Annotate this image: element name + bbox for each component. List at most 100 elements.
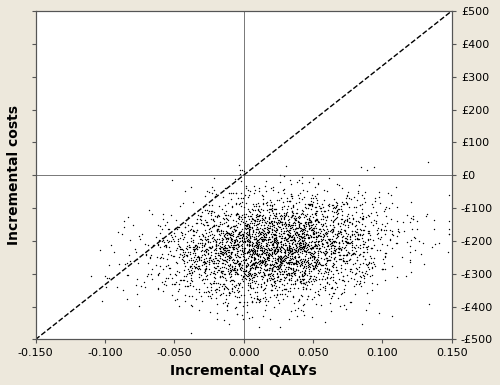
Point (234, 248, 242, 254)
Point (359, 213, 367, 219)
Point (232, 269, 239, 275)
Point (334, 246, 342, 252)
Point (330, 255, 338, 261)
Point (223, 256, 231, 263)
Point (234, 311, 241, 317)
Point (264, 267, 272, 273)
Point (266, 275, 274, 281)
Point (232, 228, 239, 234)
Point (268, 242, 276, 248)
Point (392, 184, 400, 190)
Point (276, 256, 284, 262)
Point (265, 214, 273, 220)
Point (290, 270, 298, 276)
Point (300, 247, 308, 253)
Point (329, 260, 337, 266)
Point (265, 253, 273, 259)
Point (302, 223, 310, 229)
Point (231, 242, 239, 248)
Point (282, 248, 290, 254)
Point (268, 205, 276, 211)
Point (329, 290, 337, 296)
Point (200, 259, 208, 265)
Point (309, 245, 317, 251)
Point (364, 264, 372, 270)
Point (210, 175, 218, 181)
Point (206, 310, 214, 316)
Point (279, 254, 287, 260)
Point (251, 217, 259, 223)
Point (239, 268, 247, 274)
Point (292, 232, 300, 238)
Point (244, 273, 252, 279)
Point (266, 223, 274, 229)
Point (232, 259, 240, 266)
Point (296, 220, 304, 226)
Point (445, 231, 453, 237)
Point (284, 277, 292, 283)
Point (242, 226, 250, 233)
Point (350, 249, 358, 256)
Point (260, 234, 268, 240)
Point (274, 256, 281, 262)
Point (268, 272, 276, 278)
Point (167, 212, 175, 218)
Point (247, 218, 255, 224)
Point (307, 233, 315, 239)
Point (312, 221, 320, 227)
Point (268, 266, 276, 272)
Point (246, 224, 254, 230)
Point (206, 245, 214, 251)
Point (213, 226, 221, 233)
Point (295, 215, 303, 221)
Point (204, 239, 212, 245)
Point (233, 241, 241, 247)
Point (342, 272, 350, 278)
Point (336, 223, 344, 229)
Point (259, 226, 267, 233)
Point (186, 227, 194, 233)
Point (278, 268, 285, 274)
Point (408, 226, 416, 232)
Point (270, 257, 278, 263)
Point (374, 235, 382, 241)
Point (248, 241, 256, 247)
Point (218, 239, 226, 245)
Point (312, 301, 320, 307)
Point (184, 228, 192, 234)
Point (242, 184, 250, 191)
Point (271, 214, 279, 221)
Point (238, 195, 246, 201)
Point (195, 233, 203, 239)
Point (290, 256, 298, 262)
Point (215, 228, 223, 234)
Point (344, 218, 351, 224)
Point (330, 204, 338, 210)
Point (233, 241, 241, 247)
Point (270, 278, 278, 284)
Point (266, 239, 274, 245)
Point (310, 256, 318, 262)
Point (316, 226, 324, 233)
Point (307, 218, 315, 224)
Point (260, 219, 268, 225)
Point (208, 235, 216, 241)
Point (208, 208, 216, 214)
Point (352, 265, 360, 271)
Point (256, 212, 264, 218)
Point (240, 259, 248, 265)
Point (200, 261, 207, 267)
Point (296, 228, 304, 234)
Point (432, 241, 440, 247)
Point (298, 308, 306, 314)
Point (256, 298, 264, 304)
Point (260, 270, 268, 276)
Point (275, 230, 283, 236)
Point (280, 203, 287, 209)
Point (245, 239, 253, 245)
Point (280, 254, 288, 261)
Point (262, 252, 270, 258)
Point (232, 254, 239, 260)
Point (274, 221, 281, 228)
Point (216, 255, 224, 261)
